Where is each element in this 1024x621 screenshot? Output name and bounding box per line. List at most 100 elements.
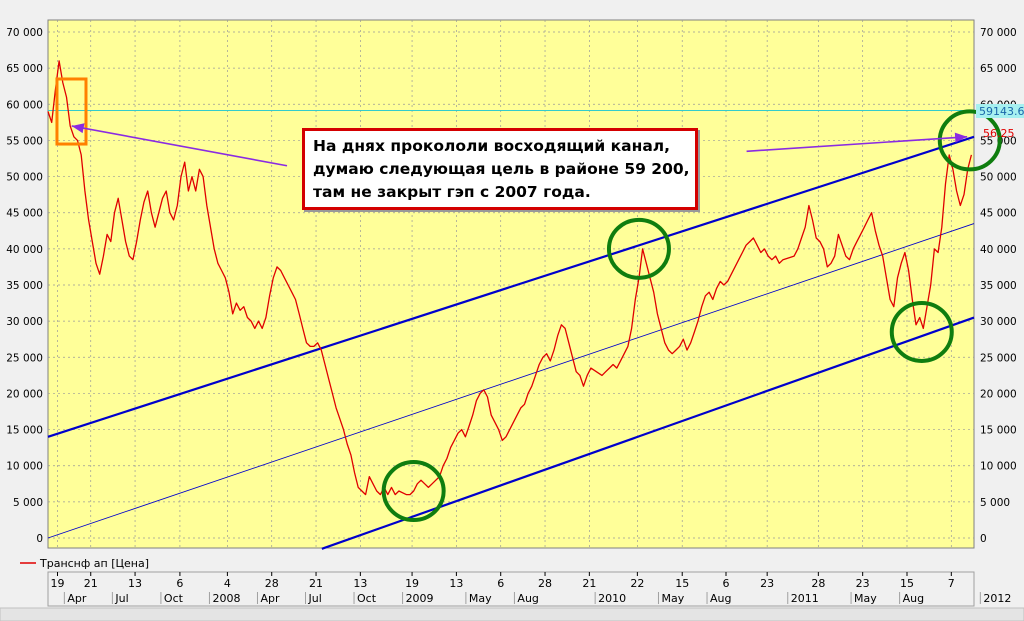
- y-tick-label-right: 5 000: [980, 497, 1010, 509]
- y-axis-left: 0 5 000 10 000 15 000 20 000 25 000 30 000 35 0…: [6, 27, 43, 545]
- x-period-label: Jul: [114, 592, 128, 605]
- x-period-label: Apr: [260, 592, 280, 605]
- x-period-label: 2012: [983, 592, 1011, 605]
- x-tick-label: 6: [723, 577, 730, 590]
- highlight-circle: [889, 300, 954, 363]
- y-tick-label: 20 000: [6, 388, 43, 400]
- legend-label: Транснф ап [Цена]: [39, 557, 149, 570]
- y-tick-label-right: 70 000: [980, 27, 1017, 39]
- x-tick-label: 4: [224, 577, 231, 590]
- arrow-head: [954, 132, 968, 143]
- x-period-label: Aug: [517, 592, 538, 605]
- y-tick-label-right: 25 000: [980, 352, 1017, 364]
- y-tick-label: 60 000: [6, 99, 43, 111]
- plot-area: [47, 19, 975, 549]
- x-tick-label: 28: [265, 577, 279, 590]
- highlight-circle: [381, 460, 446, 523]
- x-axis: 19 21 13 6 4 28 21 13 19 13 6 28 21 22 15 6 23 28 23 15 7 Apr…: [50, 572, 1011, 605]
- x-tick-label: 19: [50, 577, 64, 590]
- legend-bar: [0, 556, 1024, 570]
- annotation-marks: [55, 77, 1002, 523]
- x-tick-label: 6: [497, 577, 504, 590]
- scrollbar-track[interactable]: [0, 607, 1024, 621]
- y-tick-label-right: 15 000: [980, 425, 1017, 437]
- arrow-line: [71, 125, 288, 167]
- x-tick-label: 19: [405, 577, 419, 590]
- annotation-line-1: На днях прокололи восходящий канал,: [313, 137, 671, 155]
- level-tag-bg: [976, 104, 1024, 118]
- x-tick-label: 6: [176, 577, 183, 590]
- y-tick-label: 55 000: [6, 135, 43, 147]
- y-tick-label: 5 000: [13, 497, 43, 509]
- x-tick-label: 23: [760, 577, 774, 590]
- y-tick-label: 50 000: [6, 172, 43, 184]
- x-period-label: Oct: [164, 592, 184, 605]
- x-axis-band: [47, 571, 975, 607]
- y-tick-label: 65 000: [6, 63, 43, 75]
- x-period-label: 2010: [598, 592, 626, 605]
- y-tick-label: 15 000: [6, 425, 43, 437]
- x-period-label: 2009: [406, 592, 434, 605]
- grid: [48, 20, 974, 548]
- y-tick-label: 0: [36, 533, 43, 545]
- x-tick-label: 15: [900, 577, 914, 590]
- x-period-label: May: [469, 592, 492, 605]
- x-period-label: Aug: [710, 592, 731, 605]
- x-period-label: May: [661, 592, 684, 605]
- y-tick-label-right: 40 000: [980, 244, 1017, 256]
- highlight-circle: [606, 217, 671, 280]
- series-line: [47, 60, 973, 496]
- y-tick-label-right: 65 000: [980, 63, 1017, 75]
- y-tick-label: 30 000: [6, 316, 43, 328]
- y-tick-label-right: 45 000: [980, 208, 1017, 220]
- x-period-label: May: [854, 592, 877, 605]
- y-tick-label: 10 000: [6, 461, 43, 473]
- channel-upper-line: [47, 135, 975, 438]
- y-tick-label: 40 000: [6, 244, 43, 256]
- x-tick-label: 22: [630, 577, 644, 590]
- x-tick-label: 13: [128, 577, 142, 590]
- annotation-box: На днях прокололи восходящий канал, дума…: [302, 128, 698, 210]
- last-price-tag: 56.25: [983, 127, 1015, 140]
- x-tick-label: 13: [353, 577, 367, 590]
- x-tick-label: 15: [675, 577, 689, 590]
- highlight-box: [55, 77, 88, 146]
- y-tick-label: 70 000: [6, 27, 43, 39]
- x-tick-label: 21: [84, 577, 98, 590]
- y-tick-label-right: 10 000: [980, 461, 1017, 473]
- y-tick-label-right: 20 000: [980, 388, 1017, 400]
- y-tick-label-right: 35 000: [980, 280, 1017, 292]
- x-period-label: Jul: [307, 592, 321, 605]
- x-period-label: Aug: [903, 592, 924, 605]
- x-tick-label: 13: [449, 577, 463, 590]
- arrow-head: [71, 123, 85, 134]
- annotation-line-3: там не закрыт гэп с 2007 года.: [313, 183, 591, 201]
- channel-lines: [47, 135, 975, 550]
- y-tick-label: 25 000: [6, 352, 43, 364]
- x-tick-label: 23: [856, 577, 870, 590]
- level-tag: 59143.67: [979, 105, 1024, 118]
- y-tick-label-right: 50 000: [980, 172, 1017, 184]
- price-series: [47, 60, 973, 496]
- x-tick-label: 28: [538, 577, 552, 590]
- x-tick-label: 7: [948, 577, 955, 590]
- highlight-circle: [937, 109, 1002, 172]
- x-period-label: Oct: [357, 592, 377, 605]
- x-period-label: Apr: [67, 592, 87, 605]
- x-tick-label: 21: [582, 577, 596, 590]
- y-tick-label: 45 000: [6, 208, 43, 220]
- y-tick-label-right: 30 000: [980, 316, 1017, 328]
- arrow-line: [746, 136, 968, 153]
- x-tick-label: 28: [811, 577, 825, 590]
- channel-lower-line: [321, 316, 975, 550]
- price-tags: 59143.67 56.25: [976, 104, 1024, 140]
- x-period-label: 2011: [791, 592, 819, 605]
- x-tick-label: 21: [309, 577, 323, 590]
- y-tick-label-right: 0: [980, 533, 987, 545]
- annotation-line-2: думаю следующая цель в районе 59 200,: [313, 160, 690, 178]
- y-tick-label: 35 000: [6, 280, 43, 292]
- y-axis-right: 0 5 000 10 000 15 000 20 000 25 000 30 000 35 0…: [980, 27, 1017, 545]
- channel-mid-line: [47, 223, 975, 539]
- x-period-label: 2008: [212, 592, 240, 605]
